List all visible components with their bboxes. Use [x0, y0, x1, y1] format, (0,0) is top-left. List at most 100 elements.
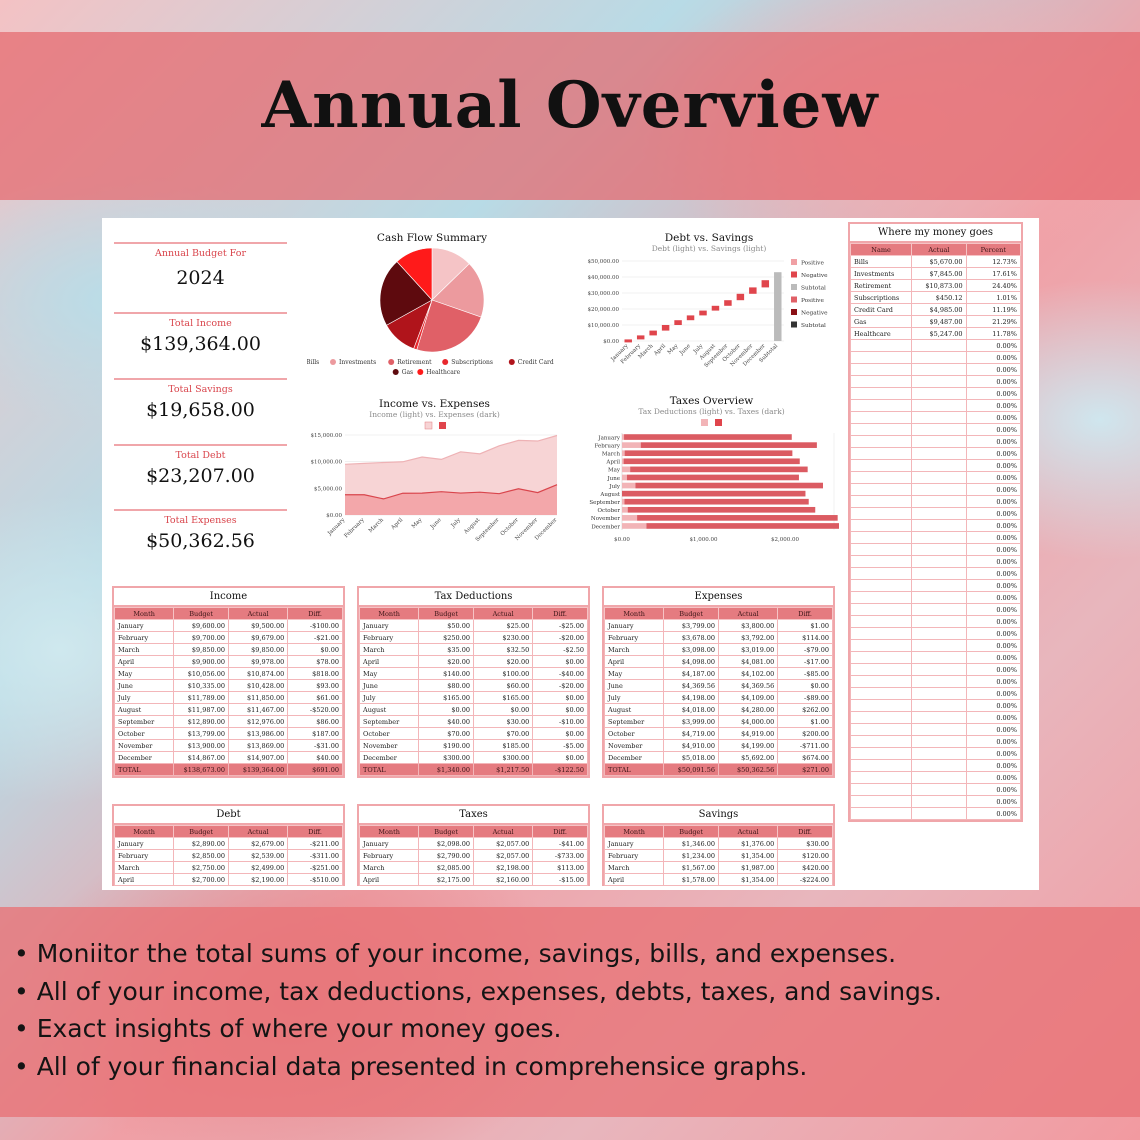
table-row: March $1,567.00 $1,987.00 $420.00: [603, 861, 833, 874]
legend-swatch-light: [701, 419, 708, 426]
table-cell: 21.29%: [965, 315, 1022, 328]
table-row: 0.00%: [849, 555, 1022, 568]
table-cell: $300.00: [418, 751, 474, 764]
total-expenses-block: Total Expenses $50,362.56: [114, 509, 287, 552]
table-cell: $1,354.00: [717, 849, 779, 862]
table-cell: [849, 471, 913, 484]
income-expenses-chart: Income vs. Expenses Income (light) vs. E…: [307, 398, 562, 558]
table-cell: -$211.00: [287, 837, 343, 850]
table-cell: 0.00%: [965, 663, 1022, 676]
column-header: Budget: [663, 825, 719, 838]
table-row: 0.00%: [849, 615, 1022, 628]
table-cell: $4,198.00: [663, 691, 719, 704]
table-cell: [849, 375, 913, 388]
table-cell: $25.00: [472, 619, 534, 632]
legend-label: Subtotal: [801, 286, 826, 292]
table-cell: $4,081.00: [717, 655, 779, 668]
table-row: 0.00%: [849, 531, 1022, 544]
legend-swatch: [508, 359, 515, 365]
total-income-block: Total Income $139,364.00: [114, 312, 287, 355]
table-row: September $3,999.00 $4,000.00 $1.00: [603, 715, 833, 728]
table-cell: 1.01%: [965, 291, 1022, 304]
table-cell: December: [358, 751, 420, 764]
column-header: Actual: [227, 825, 289, 838]
y-tick-label: $40,000.00: [588, 275, 620, 281]
column-header: Actual: [472, 607, 534, 620]
debt-savings-subtitle: Debt (light) vs. Savings (light): [651, 244, 767, 253]
table-cell: $3,792.00: [717, 631, 779, 644]
table-cell: $1,567.00: [663, 861, 719, 874]
table-row: 0.00%: [849, 399, 1022, 412]
table-cell: $2,057.00: [472, 837, 534, 850]
pie-slice: [396, 247, 433, 301]
table-cell: [911, 447, 967, 460]
table-cell: [911, 423, 967, 436]
tax-deductions-table-title: Tax Deductions: [359, 588, 588, 607]
legend-label: Negative: [801, 311, 828, 317]
table-row: 0.00%: [849, 495, 1022, 508]
table-cell: July: [603, 691, 665, 704]
table-cell: March: [358, 643, 420, 656]
legend-swatch: [791, 296, 797, 303]
x-tick-label: June: [678, 343, 692, 357]
table-cell: October: [603, 727, 665, 740]
table-cell: $9,679.00: [227, 631, 289, 644]
table-cell: [849, 411, 913, 424]
table-cell: -$2.50: [532, 643, 588, 656]
table-cell: March: [358, 861, 420, 874]
table-cell: $165.00: [472, 691, 534, 704]
table-cell: $0.00: [287, 643, 343, 656]
table-cell: $4,098.00: [663, 655, 719, 668]
table-cell: $4,199.00: [717, 739, 779, 752]
table-cell: $10,335.00: [173, 679, 229, 692]
table-cell: Retirement: [849, 279, 913, 292]
table-cell: -$20.00: [532, 631, 588, 644]
table-cell: 17.61%: [965, 267, 1022, 280]
table-cell: 0.00%: [965, 675, 1022, 688]
area-series: [345, 484, 557, 515]
table-cell: January: [358, 619, 420, 632]
table-cell: December: [603, 751, 665, 764]
table-cell: $4,985.00: [911, 303, 967, 316]
legend-swatch: [791, 259, 797, 265]
table-cell: -$85.00: [777, 667, 833, 680]
table-cell: $9,500.00: [227, 619, 289, 632]
table-header-row: Month Budget Actual Diff.: [113, 607, 343, 620]
y-tick-label: November: [591, 516, 620, 522]
series-line: [344, 434, 558, 465]
legend-label: Healthcare: [426, 369, 460, 376]
table-cell: $2,175.00: [418, 873, 474, 886]
table-row: April $9,900.00 $9,978.00 $78.00: [113, 655, 343, 668]
table-row: November $4,910.00 $4,199.00 -$711.00: [603, 739, 833, 752]
table-row: July $165.00 $165.00 $0.00: [358, 691, 588, 704]
table-row: 0.00%: [849, 747, 1022, 760]
table-row: 0.00%: [849, 339, 1022, 352]
legend-label: Investments: [339, 359, 376, 366]
column-header: Month: [603, 825, 665, 838]
legend-swatch: [330, 359, 336, 365]
table-row: 0.00%: [849, 471, 1022, 484]
table-cell: 0.00%: [965, 711, 1022, 724]
table-cell: -$711.00: [777, 739, 833, 752]
table-row: 0.00%: [849, 447, 1022, 460]
column-header: Month: [113, 607, 175, 620]
table-cell: Investments: [849, 267, 913, 280]
legend-swatch: [791, 309, 797, 315]
table-cell: $0.00: [532, 691, 588, 704]
table-cell: $250.00: [418, 631, 474, 644]
table-cell: $9,978.00: [227, 655, 289, 668]
table-cell: 0.00%: [965, 615, 1022, 628]
table-cell: $4,280.00: [717, 703, 779, 716]
table-cell: 0.00%: [965, 555, 1022, 568]
table-cell: $5,692.00: [717, 751, 779, 764]
table-cell: [911, 531, 967, 544]
x-tick-label: June: [429, 517, 443, 531]
table-cell: $2,190.00: [227, 873, 289, 886]
feature-item: Exact insights of where your money goes.: [14, 1010, 942, 1048]
table-header-row: Month Budget Actual Diff.: [113, 825, 343, 838]
table-cell: [911, 711, 967, 724]
savings-table: Savings Month Budget Actual Diff. January $1,…: [602, 804, 835, 886]
table-cell: January: [113, 619, 175, 632]
table-cell: [911, 735, 967, 748]
table-cell: 0.00%: [965, 783, 1022, 796]
